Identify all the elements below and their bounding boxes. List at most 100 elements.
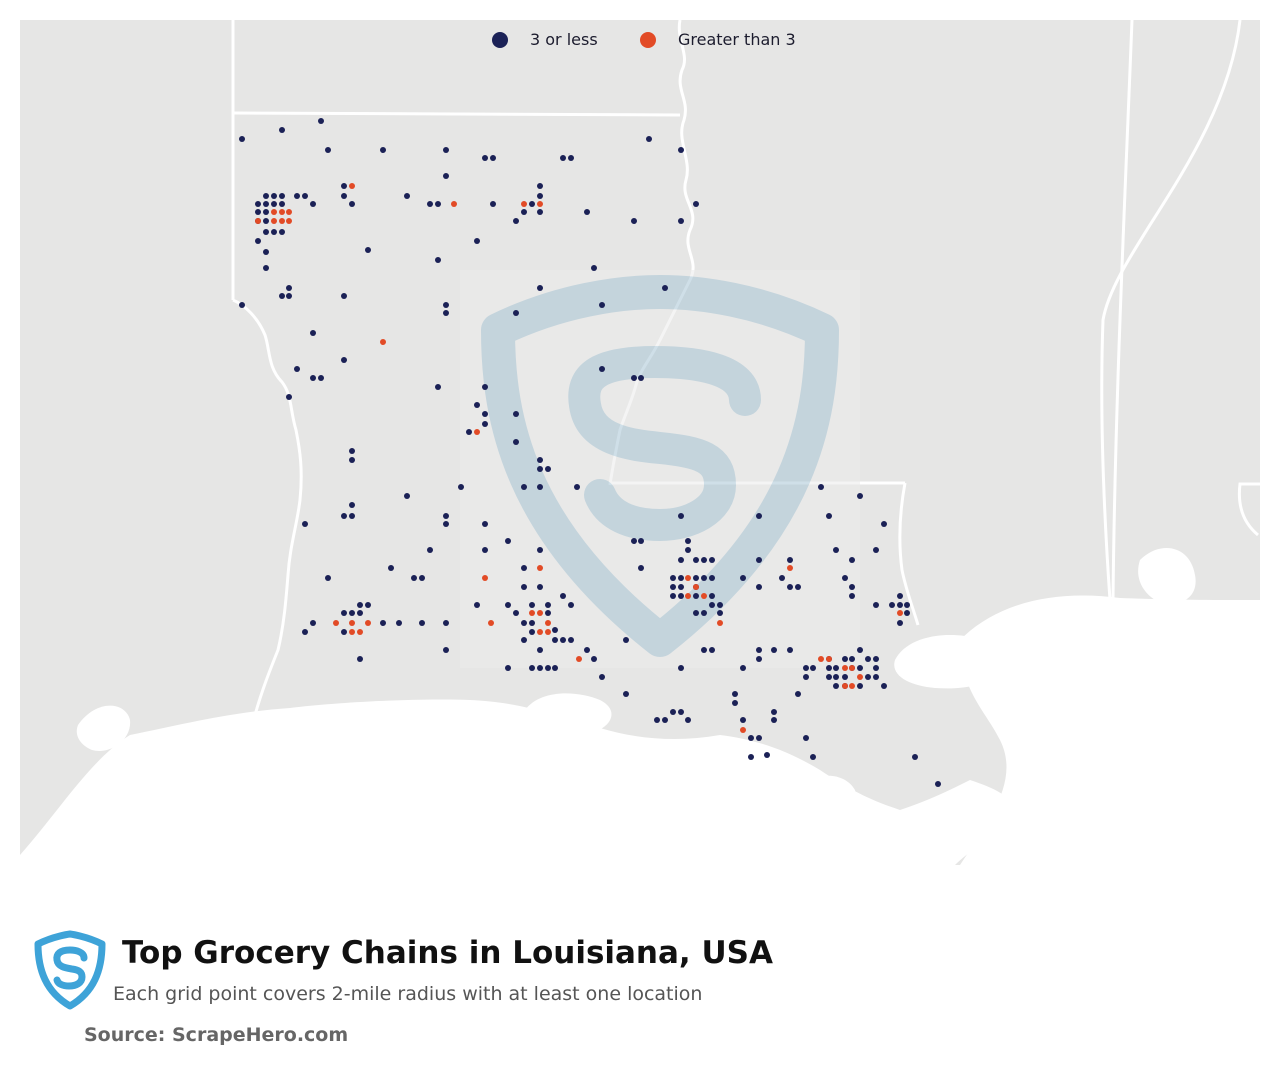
grid-point-low bbox=[764, 752, 770, 758]
grid-point-low bbox=[341, 293, 347, 299]
grid-point-high bbox=[685, 593, 691, 599]
grid-point-low bbox=[365, 247, 371, 253]
grid-point-low bbox=[513, 411, 519, 417]
page-title: Top Grocery Chains in Louisiana, USA bbox=[122, 935, 773, 971]
grid-point-low bbox=[325, 575, 331, 581]
grid-point-low bbox=[748, 735, 754, 741]
grid-point-high bbox=[787, 565, 793, 571]
legend-label-low: 3 or less bbox=[530, 30, 598, 49]
grid-point-low bbox=[537, 193, 543, 199]
grid-point-low bbox=[474, 402, 480, 408]
arkansas-border bbox=[232, 111, 681, 117]
grid-point-low bbox=[560, 593, 566, 599]
grid-point-high bbox=[701, 593, 707, 599]
grid-point-low bbox=[709, 557, 715, 563]
sabine-river bbox=[232, 298, 303, 716]
legend-item-high: Greater than 3 bbox=[640, 30, 796, 49]
grid-point-low bbox=[552, 665, 558, 671]
grid-point-high bbox=[576, 656, 582, 662]
atchafalaya-bay bbox=[525, 693, 612, 735]
grid-point-low bbox=[842, 575, 848, 581]
grid-point-low bbox=[513, 439, 519, 445]
grid-point-low bbox=[787, 647, 793, 653]
grid-point-low bbox=[623, 637, 629, 643]
grid-point-low bbox=[935, 781, 941, 787]
grid-point-low bbox=[631, 218, 637, 224]
grid-point-low bbox=[271, 193, 277, 199]
grid-point-high bbox=[286, 218, 292, 224]
grid-point-low bbox=[263, 193, 269, 199]
alabama-georgia-border bbox=[1100, 19, 1242, 601]
grid-point-low bbox=[810, 665, 816, 671]
grid-point-low bbox=[505, 538, 511, 544]
grid-point-low bbox=[756, 647, 762, 653]
grid-point-low bbox=[826, 513, 832, 519]
grid-point-low bbox=[521, 584, 527, 590]
grid-point-low bbox=[756, 656, 762, 662]
legend-dot-low-icon bbox=[492, 31, 508, 48]
grid-point-low bbox=[717, 602, 723, 608]
grid-point-low bbox=[380, 147, 386, 153]
grid-point-low bbox=[803, 665, 809, 671]
grid-point-low bbox=[349, 513, 355, 519]
grid-point-low bbox=[435, 384, 441, 390]
grid-point-low bbox=[239, 136, 245, 142]
grid-point-low bbox=[482, 521, 488, 527]
chandeleur-islands bbox=[76, 705, 131, 751]
grid-point-high bbox=[279, 218, 285, 224]
grid-point-high bbox=[333, 620, 339, 626]
grid-point-high bbox=[537, 610, 543, 616]
grid-point-low bbox=[670, 575, 676, 581]
grid-point-low bbox=[670, 593, 676, 599]
grid-point-low bbox=[646, 136, 652, 142]
grid-point-low bbox=[279, 229, 285, 235]
grid-point-low bbox=[552, 627, 558, 633]
grid-point-low bbox=[849, 656, 855, 662]
grid-point-low bbox=[873, 602, 879, 608]
grid-point-low bbox=[279, 127, 285, 133]
grid-point-high bbox=[482, 575, 488, 581]
grid-point-low bbox=[560, 155, 566, 161]
grid-point-high bbox=[818, 656, 824, 662]
grid-point-low bbox=[584, 209, 590, 215]
legend-item-low: 3 or less bbox=[492, 30, 598, 49]
grid-point-low bbox=[599, 674, 605, 680]
grid-point-low bbox=[803, 674, 809, 680]
grid-point-low bbox=[341, 193, 347, 199]
grid-point-high bbox=[717, 620, 723, 626]
grid-point-high bbox=[849, 683, 855, 689]
grid-point-low bbox=[411, 575, 417, 581]
grid-point-high bbox=[685, 575, 691, 581]
grid-point-low bbox=[631, 538, 637, 544]
grid-point-low bbox=[357, 610, 363, 616]
grid-point-low bbox=[545, 610, 551, 616]
grid-point-high bbox=[537, 629, 543, 635]
grid-point-low bbox=[771, 647, 777, 653]
grid-point-low bbox=[574, 484, 580, 490]
grid-point-low bbox=[787, 584, 793, 590]
grid-point-low bbox=[670, 584, 676, 590]
grid-point-low bbox=[865, 674, 871, 680]
grid-point-low bbox=[833, 674, 839, 680]
grid-point-low bbox=[419, 575, 425, 581]
grid-point-low bbox=[842, 674, 848, 680]
grid-point-low bbox=[678, 218, 684, 224]
grid-point-low bbox=[662, 717, 668, 723]
grid-point-low bbox=[748, 754, 754, 760]
grid-point-high bbox=[271, 209, 277, 215]
grid-point-low bbox=[756, 584, 762, 590]
grid-point-low bbox=[537, 183, 543, 189]
grid-point-high bbox=[255, 218, 261, 224]
grid-point-low bbox=[662, 285, 668, 291]
grid-point-high bbox=[545, 629, 551, 635]
grid-point-low bbox=[521, 209, 527, 215]
grid-point-low bbox=[396, 620, 402, 626]
grid-point-low bbox=[833, 665, 839, 671]
grid-point-low bbox=[638, 538, 644, 544]
grid-point-high bbox=[740, 727, 746, 733]
grid-point-low bbox=[341, 357, 347, 363]
gulf-water bbox=[20, 699, 1013, 865]
barataria-bay bbox=[798, 775, 856, 814]
grid-point-low bbox=[795, 691, 801, 697]
grid-point-low bbox=[427, 201, 433, 207]
